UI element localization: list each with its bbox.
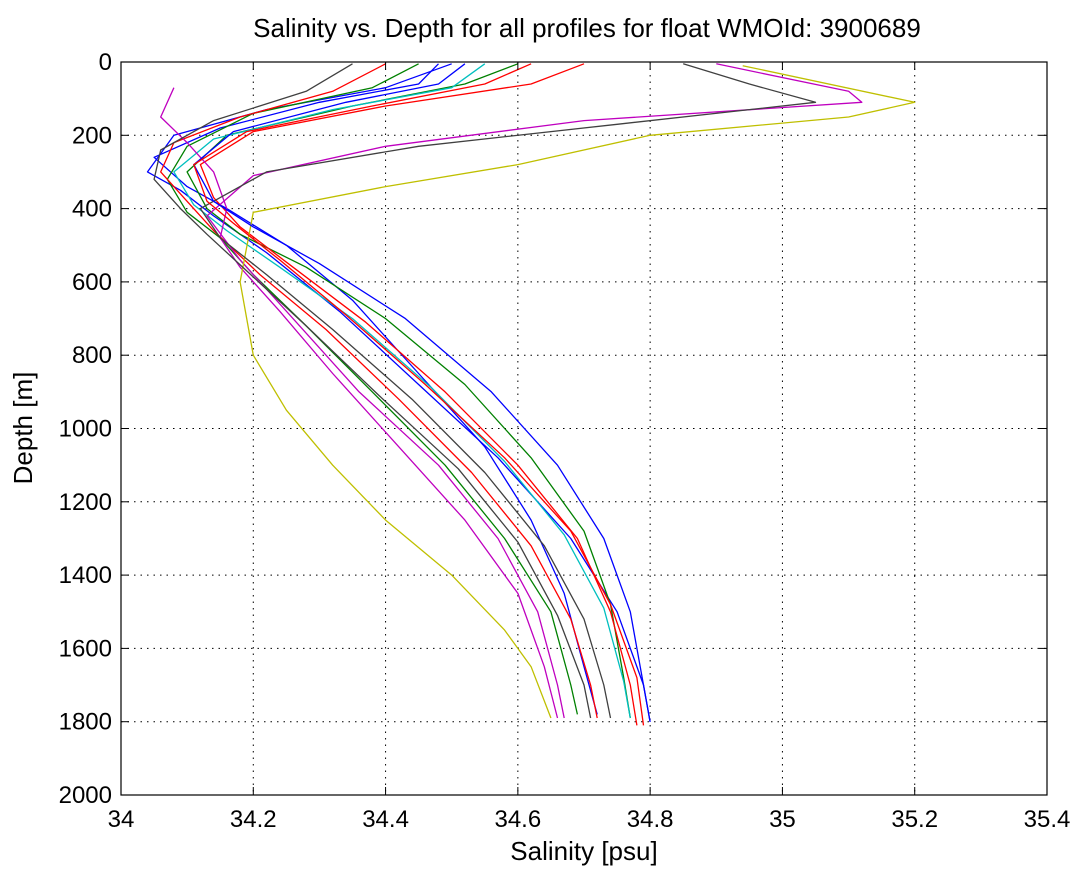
salinity-profile-line (173, 63, 631, 719)
x-tick-label: 35.2 (891, 806, 938, 833)
y-tick-label: 600 (72, 269, 112, 296)
y-tick-label: 2000 (59, 782, 112, 809)
y-tick-label: 800 (72, 342, 112, 369)
salinity-profile-line (193, 63, 651, 722)
y-tick-label: 1400 (59, 562, 112, 589)
x-tick-label: 34.6 (494, 806, 541, 833)
x-tick-label: 35.4 (1024, 806, 1071, 833)
y-tick-label: 0 (99, 49, 112, 76)
salinity-profile-line (199, 63, 638, 726)
x-tick-label: 34 (108, 806, 135, 833)
salinity-profile-line (199, 63, 817, 719)
tick-layer: 34 34.2 34.4 34.6 34.8 35 35.2 35.4 0 200 400 600 80… (59, 49, 1071, 833)
grid-layer (121, 62, 1047, 795)
y-tick-label: 400 (72, 196, 112, 223)
salinity-profile-line (153, 63, 592, 719)
salinity-profile-line (160, 63, 598, 719)
y-tick-label: 1800 (59, 709, 112, 736)
salinity-profile-line (186, 63, 631, 719)
y-tick-label: 1000 (59, 416, 112, 443)
y-tick-label: 1200 (59, 489, 112, 516)
salinity-profile-line (160, 87, 559, 719)
chart-title: Salinity vs. Depth for all profiles for … (253, 13, 921, 43)
x-axis-title: Salinity [psu] (510, 836, 657, 866)
x-tick-label: 35 (769, 806, 796, 833)
salinity-profile-line (239, 65, 916, 719)
x-tick-label: 34.2 (230, 806, 277, 833)
salinity-profile-line (193, 63, 645, 726)
y-axis-title: Depth [m] (8, 372, 38, 485)
series-layer (146, 63, 916, 726)
salinity-profile-line (206, 63, 863, 719)
x-tick-label: 34.8 (627, 806, 674, 833)
x-tick-label: 34.4 (362, 806, 409, 833)
y-tick-label: 1600 (59, 635, 112, 662)
y-tick-label: 200 (72, 122, 112, 149)
